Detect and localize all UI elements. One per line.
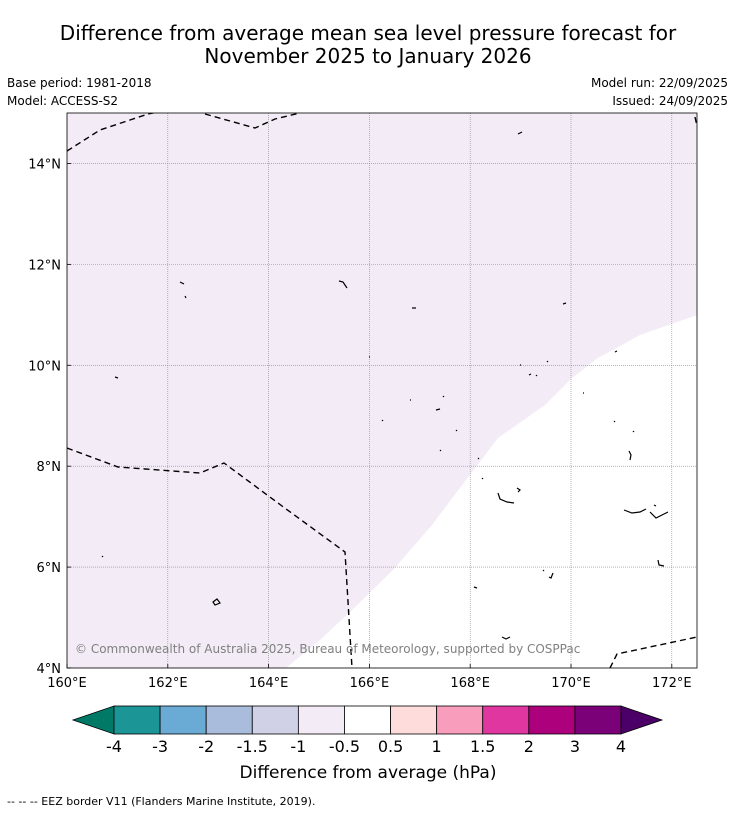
colorbar-cell [528, 705, 576, 735]
y-tick-label: 8°N [37, 460, 62, 475]
colorbar-tick-label: 4 [616, 737, 626, 756]
eez-border-northeast [694, 116, 697, 127]
eez-footnote: -- -- -- EEZ border V11 (Flanders Marine… [7, 795, 316, 808]
colorbar-tick-label: 3 [570, 737, 580, 756]
island [381, 419, 384, 422]
island [535, 374, 538, 377]
copyright-notice: © Commonwealth of Australia 2025, Bureau… [75, 642, 580, 656]
colorbar-cell [390, 705, 438, 735]
colorbar-tick-label: 2 [524, 737, 534, 756]
island [455, 429, 458, 432]
island [501, 636, 511, 640]
eez-border-north-2 [204, 113, 301, 129]
islands [101, 131, 669, 640]
x-tick-label: 166°E [350, 676, 390, 691]
island [477, 457, 480, 460]
map-plot-area: © Commonwealth of Australia 2025, Bureau… [28, 112, 698, 691]
y-tick-label: 10°N [28, 359, 61, 374]
colorbar-tick-label: 1 [432, 737, 442, 756]
colorbar-tick-label: -3 [152, 737, 168, 756]
island-kosrae [212, 598, 221, 606]
colorbar-cell [113, 705, 161, 735]
island [481, 477, 484, 480]
title-line-1: Difference from average mean sea level p… [59, 21, 677, 45]
eez-border-west [67, 447, 353, 668]
colorbar-cell [205, 705, 253, 735]
y-tick-label: 14°N [28, 157, 61, 172]
eez-borders [67, 113, 697, 668]
base-period: Base period: 1981-2018 [7, 76, 152, 90]
island [435, 408, 441, 411]
colorbar-cell [297, 705, 345, 735]
colorbar: -4 -3 -2 -1.5 -1 -0.5 0.5 1 1.5 2 3 4 Difference fr… [71, 705, 664, 783]
colorbar-ticks: -4 -3 -2 -1.5 -1 -0.5 0.5 1 1.5 2 3 4 [106, 737, 626, 756]
colorbar-cells [113, 705, 622, 735]
anomaly-shaded-region [67, 113, 697, 668]
meta-left: Base period: 1981-2018 Model: ACCESS-S2 [7, 74, 152, 110]
colorbar-tick-label: -1 [290, 737, 306, 756]
x-tick-label: 168°E [450, 676, 490, 691]
colorbar-tick-label: -0.5 [329, 737, 360, 756]
y-tick-label: 12°N [28, 258, 61, 273]
island [442, 395, 445, 398]
island [101, 555, 104, 558]
island [546, 360, 549, 363]
colorbar-tick-label: -1.5 [237, 737, 268, 756]
island [632, 430, 635, 433]
island [548, 572, 554, 579]
island [439, 449, 442, 452]
island [473, 586, 478, 589]
island [613, 420, 616, 423]
colorbar-title: Difference from average (hPa) [240, 763, 497, 783]
island [628, 450, 632, 461]
island [114, 376, 119, 379]
colorbar-tick-label: -4 [106, 737, 122, 756]
meta-right: Model run: 22/09/2025 Issued: 24/09/2025 [591, 74, 728, 110]
map-title: Difference from average mean sea level p… [0, 22, 736, 68]
colorbar-high-extend [620, 705, 664, 735]
island [542, 569, 545, 572]
colorbar-tick-label: -2 [198, 737, 214, 756]
axis-ticks: 160°E 162°E 164°E 166°E 168°E 170°E 172°E 4°N 6°… [28, 157, 691, 691]
model-name: Model: ACCESS-S2 [7, 94, 119, 108]
island [184, 295, 187, 299]
colorbar-tick-label: 0.5 [378, 737, 403, 756]
colorbar-cell [574, 705, 622, 735]
x-tick-label: 170°E [551, 676, 591, 691]
island-ngatik [517, 131, 523, 135]
island [657, 559, 665, 567]
x-tick-label: 162°E [148, 676, 188, 691]
island [562, 302, 567, 305]
colorbar-cell [251, 705, 299, 735]
issued-date: Issued: 24/09/2025 [612, 94, 728, 108]
island [516, 487, 521, 493]
x-tick-label: 172°E [652, 676, 692, 691]
title-line-2: November 2025 to January 2026 [204, 44, 532, 68]
grid-lines [67, 113, 697, 668]
eez-border-north [67, 113, 156, 152]
map-frame [66, 112, 698, 669]
eez-border-southeast [609, 636, 697, 668]
colorbar-cell [344, 705, 391, 735]
island [653, 504, 657, 507]
colorbar-cell [482, 705, 530, 735]
island [497, 492, 515, 504]
model-run: Model run: 22/09/2025 [590, 76, 728, 90]
y-tick-label: 6°N [37, 561, 62, 576]
island [614, 350, 618, 353]
x-tick-label: 164°E [249, 676, 289, 691]
island-kwajalein [623, 508, 669, 519]
colorbar-low-extend [71, 705, 115, 735]
colorbar-tick-label: 1.5 [470, 737, 495, 756]
x-tick-label: 160°E [47, 676, 87, 691]
colorbar-cell [436, 705, 484, 735]
island [528, 373, 532, 376]
island [338, 280, 348, 289]
y-tick-label: 4°N [37, 662, 62, 677]
colorbar-cell [159, 705, 207, 735]
island [179, 281, 185, 285]
